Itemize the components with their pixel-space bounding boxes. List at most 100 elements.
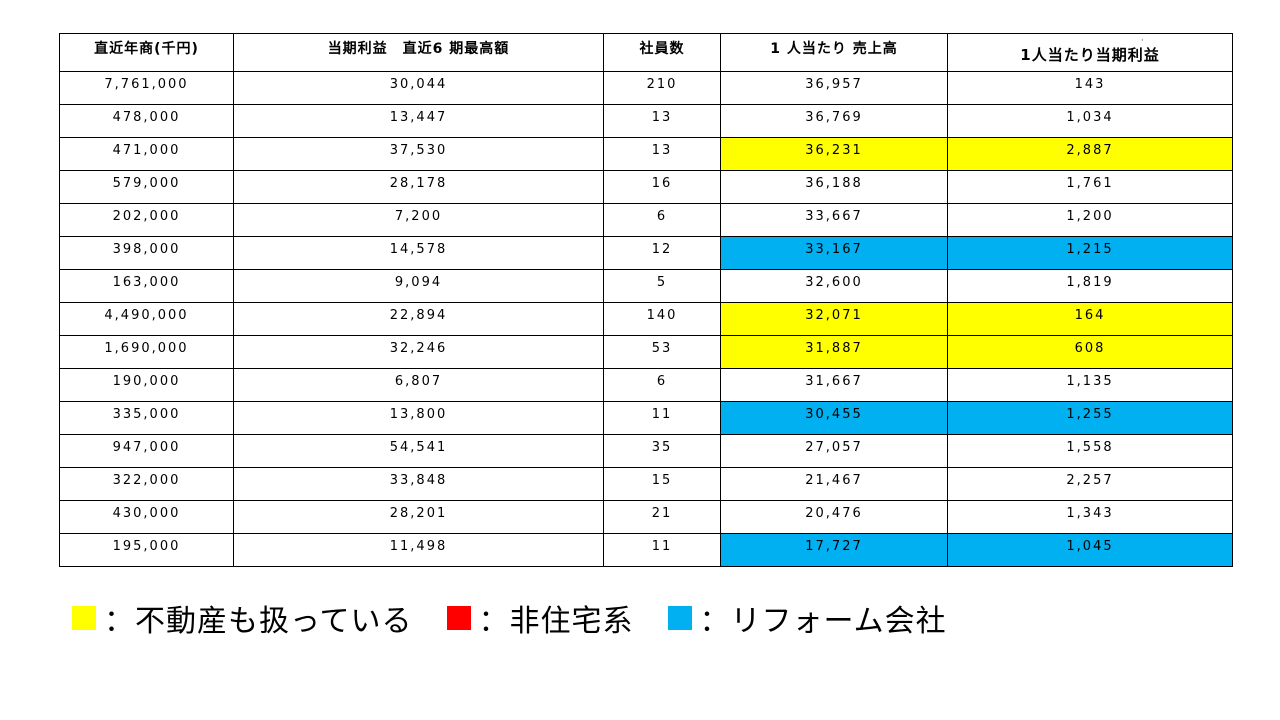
table-cell: 2,887 (947, 137, 1233, 171)
table-row: 190,000 6,807 6 31,667 1,135 (59, 368, 1233, 402)
table-cell: 335,000 (59, 401, 234, 435)
table-cell: 13,447 (233, 104, 604, 138)
table-cell: 1,034 (947, 104, 1233, 138)
table-cell: 1,135 (947, 368, 1233, 402)
table-cell: 31,667 (720, 368, 948, 402)
table-cell: 33,848 (233, 467, 604, 501)
table-cell: 322,000 (59, 467, 234, 501)
table-cell: 31,887 (720, 335, 948, 369)
table-cell: 1,215 (947, 236, 1233, 270)
header-sales-per-person: 1 人当たり 売上高 (720, 33, 948, 72)
legend-label: ：リフォーム会社 (699, 604, 947, 639)
table-cell: 53 (603, 335, 721, 369)
table-row: 335,000 13,800 11 30,455 1,255 (59, 401, 1233, 435)
table-cell: 32,246 (233, 335, 604, 369)
table-cell: 608 (947, 335, 1233, 369)
table-row: 4,490,000 22,894 140 32,071 164 (59, 302, 1233, 336)
table-cell: 36,769 (720, 104, 948, 138)
table-cell: 195,000 (59, 533, 234, 567)
table-cell: 54,541 (233, 434, 604, 468)
table-cell: 6 (603, 203, 721, 237)
header-employees: 社員数 (603, 33, 721, 72)
header-row: 直近年商(千円) 当期利益 直近6 期最高額 社員数 1 人当たり 売上高 1人… (59, 33, 1233, 72)
table-row: 579,000 28,178 16 36,188 1,761 (59, 170, 1233, 204)
header-profit-max: 当期利益 直近6 期最高額 (233, 33, 604, 72)
table-cell: 33,667 (720, 203, 948, 237)
table-cell: 140 (603, 302, 721, 336)
table-cell: 36,957 (720, 71, 948, 105)
table-cell: 1,343 (947, 500, 1233, 534)
table-cell: 6 (603, 368, 721, 402)
table-row: 322,000 33,848 15 21,467 2,257 (59, 467, 1233, 501)
table-cell: 190,000 (59, 368, 234, 402)
table-cell: 36,231 (720, 137, 948, 171)
table-cell: 1,045 (947, 533, 1233, 567)
table-cell: 1,255 (947, 401, 1233, 435)
header-profit-per-person: 1人当たり当期利益 (947, 33, 1233, 72)
table-cell: 1,690,000 (59, 335, 234, 369)
table-row: 7,761,000 30,044 210 36,957 143 (59, 71, 1233, 105)
table-row: 195,000 11,498 11 17,727 1,045 (59, 533, 1233, 567)
table-cell: 579,000 (59, 170, 234, 204)
legend-swatch (667, 606, 692, 630)
legend-item: ：リフォーム会社 (667, 596, 947, 640)
table-cell: 398,000 (59, 236, 234, 270)
table-row: 163,000 9,094 5 32,600 1,819 (59, 269, 1233, 303)
legend-swatch (446, 606, 471, 630)
table-cell: 20,476 (720, 500, 948, 534)
table-cell: 22,894 (233, 302, 604, 336)
table-cell: 30,044 (233, 71, 604, 105)
table-row: 478,000 13,447 13 36,769 1,034 (59, 104, 1233, 138)
table-cell: 5 (603, 269, 721, 303)
table-cell: 471,000 (59, 137, 234, 171)
table-cell: 163,000 (59, 269, 234, 303)
table-cell: 11 (603, 401, 721, 435)
legend: ：不動産も扱っている ：非住宅系 ：リフォーム会社 (72, 596, 981, 640)
table-cell: 1,819 (947, 269, 1233, 303)
table-cell: 164 (947, 302, 1233, 336)
table-cell: 9,094 (233, 269, 604, 303)
table-cell: 13 (603, 137, 721, 171)
table-row: 202,000 7,200 6 33,667 1,200 (59, 203, 1233, 237)
table-cell: 32,600 (720, 269, 948, 303)
table-cell: 13 (603, 104, 721, 138)
table-cell: 21,467 (720, 467, 948, 501)
table-cell: 6,807 (233, 368, 604, 402)
table-cell: 7,761,000 (59, 71, 234, 105)
table-cell: 430,000 (59, 500, 234, 534)
table-cell: 37,530 (233, 137, 604, 171)
table-cell: 30,455 (720, 401, 948, 435)
table-cell: 32,071 (720, 302, 948, 336)
table-cell: 2,257 (947, 467, 1233, 501)
table-cell: 14,578 (233, 236, 604, 270)
legend-swatch (72, 606, 96, 630)
table-cell: 17,727 (720, 533, 948, 567)
table-row: 471,000 37,530 13 36,231 2,887 (59, 137, 1233, 171)
table-cell: 16 (603, 170, 721, 204)
table-cell: 7,200 (233, 203, 604, 237)
table-cell: 28,178 (233, 170, 604, 204)
table-cell: 36,188 (720, 170, 948, 204)
table-cell: 11 (603, 533, 721, 567)
table-cell: 11,498 (233, 533, 604, 567)
table-cell: 13,800 (233, 401, 604, 435)
table-cell: 28,201 (233, 500, 604, 534)
table-cell: 1,558 (947, 434, 1233, 468)
table-cell: 4,490,000 (59, 302, 234, 336)
table-row: 947,000 54,541 35 27,057 1,558 (59, 434, 1233, 468)
table-cell: 33,167 (720, 236, 948, 270)
table-cell: 202,000 (59, 203, 234, 237)
legend-item: ：非住宅系 (446, 596, 634, 640)
table-cell: 1,761 (947, 170, 1233, 204)
table-row: 398,000 14,578 12 33,167 1,215 (59, 236, 1233, 270)
legend-label: ：不動産も扱っている (104, 604, 413, 639)
table-cell: 12 (603, 236, 721, 270)
table-cell: 15 (603, 467, 721, 501)
legend-item: ：不動産も扱っている (72, 596, 413, 640)
table-cell: 21 (603, 500, 721, 534)
legend-label: ：非住宅系 (478, 604, 634, 639)
table-cell: 478,000 (59, 104, 234, 138)
table-cell: 143 (947, 71, 1233, 105)
company-table: 直近年商(千円) 当期利益 直近6 期最高額 社員数 1 人当たり 売上高 1人… (59, 33, 1233, 567)
table-cell: 947,000 (59, 434, 234, 468)
